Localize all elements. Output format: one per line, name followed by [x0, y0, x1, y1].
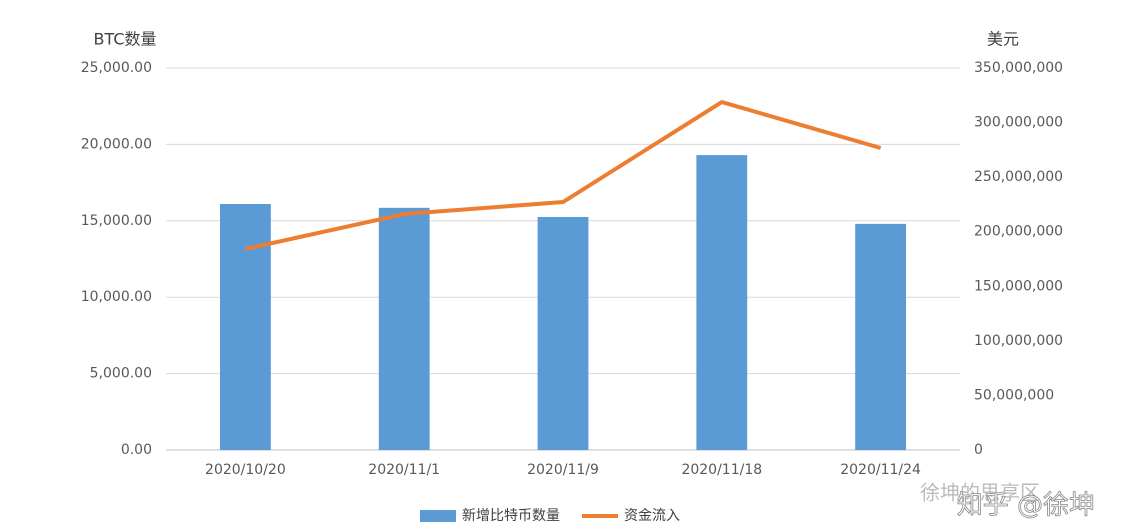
y2-tick-label: 350,000,000 [974, 60, 1063, 76]
y2-tick-label: 100,000,000 [974, 333, 1063, 349]
x-tick-label: 2020/11/1 [368, 462, 440, 478]
y2-tick-label: 300,000,000 [974, 115, 1063, 131]
y-tick-label: 15,000.00 [81, 213, 152, 229]
y-tick-label: 20,000.00 [81, 136, 152, 152]
y2-tick-label: 50,000,000 [974, 387, 1054, 403]
bar [378, 207, 430, 450]
y-tick-label: 0.00 [121, 442, 152, 458]
y-tick-label: 10,000.00 [81, 289, 152, 305]
legend-label: 资金流入 [624, 508, 680, 523]
bar [696, 155, 748, 450]
x-tick-label: 2020/11/24 [840, 462, 921, 478]
y2-tick-label: 200,000,000 [974, 224, 1063, 240]
bar [537, 216, 589, 450]
y2-tick-label: 150,000,000 [974, 278, 1063, 294]
y-tick-label: 5,000.00 [90, 366, 152, 382]
y2-axis-title: 美元 [987, 30, 1019, 49]
bar [855, 223, 907, 450]
legend-swatch [420, 510, 456, 522]
y-tick-label: 25,000.00 [81, 60, 152, 76]
watermark: 徐坤的思享区 [920, 481, 1040, 505]
x-tick-label: 2020/11/18 [681, 462, 762, 478]
y-axis-title: BTC数量 [94, 30, 157, 49]
legend-label: 新增比特币数量 [462, 508, 560, 523]
line [244, 100, 882, 251]
y2-tick-label: 0 [974, 442, 983, 458]
watermark: 知乎 @徐坤 [957, 491, 1095, 521]
x-tick-label: 2020/11/9 [527, 462, 599, 478]
x-tick-label: 2020/10/20 [205, 462, 286, 478]
y2-tick-label: 250,000,000 [974, 169, 1063, 185]
bar [219, 203, 271, 450]
